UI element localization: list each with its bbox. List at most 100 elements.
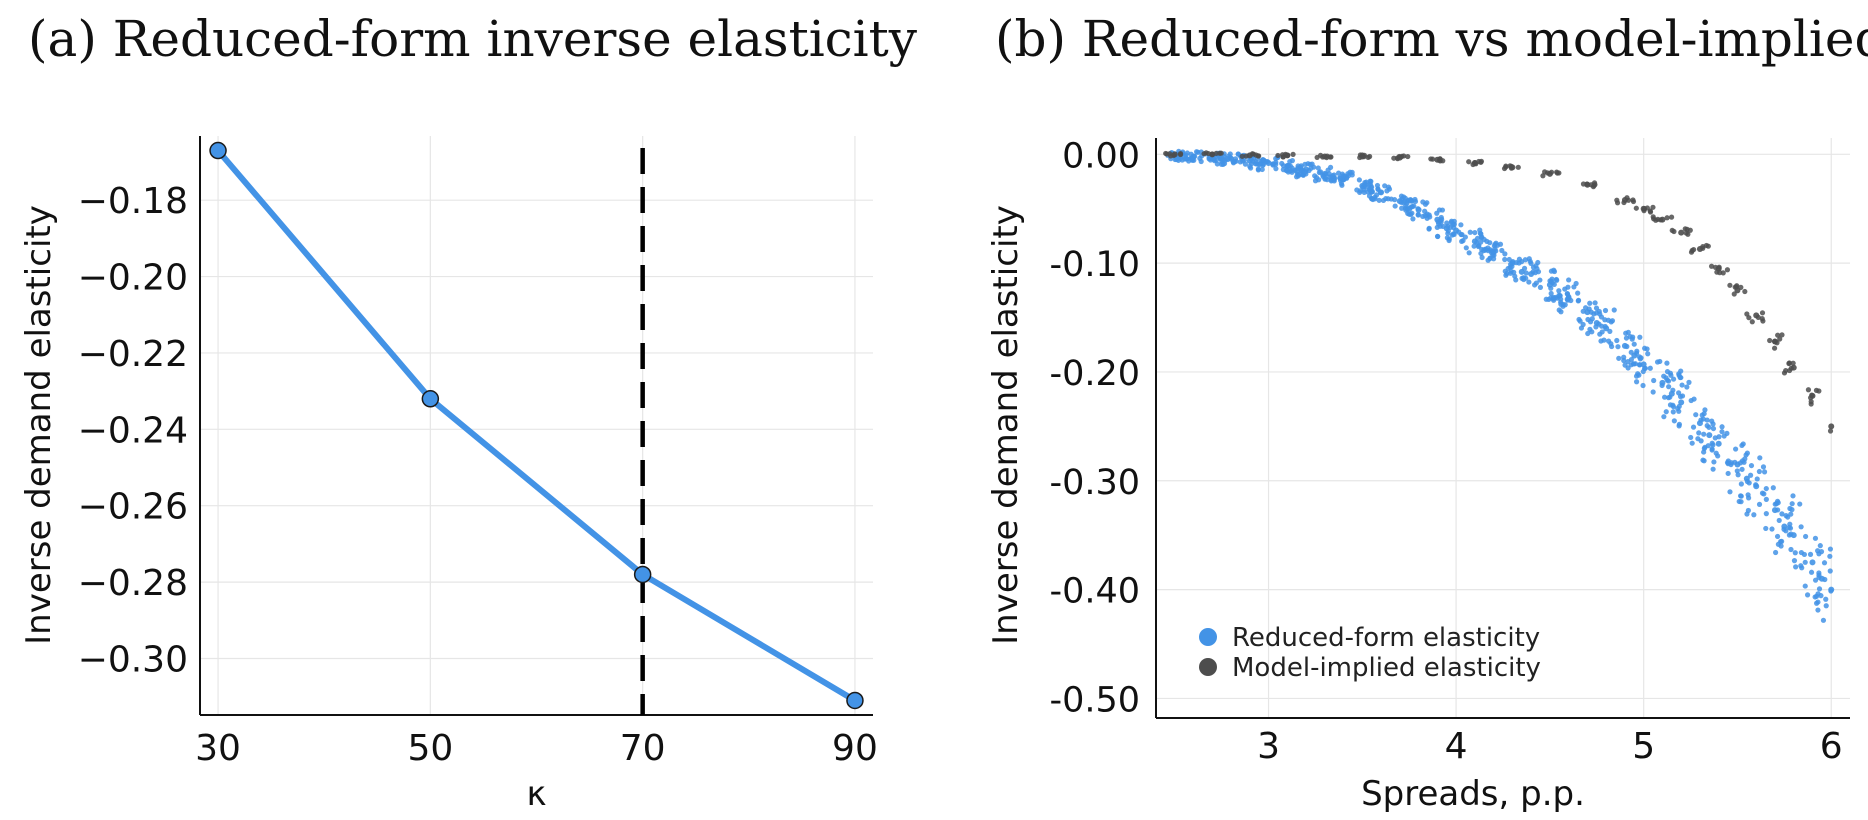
scatter-point	[1289, 167, 1295, 174]
scatter-point	[1774, 498, 1781, 504]
scatter-point	[1508, 163, 1515, 169]
scatter-point	[1356, 177, 1362, 183]
scatter-point	[1459, 231, 1465, 238]
y-tick-label: -0.20	[1049, 354, 1140, 394]
scatter-point	[1407, 196, 1414, 203]
scatter-point	[1585, 316, 1591, 323]
scatter-point	[1466, 159, 1472, 165]
scatter-point	[1592, 300, 1598, 306]
scatter-point	[1708, 263, 1715, 269]
scatter-point	[1738, 284, 1744, 290]
scatter-point	[1474, 235, 1481, 241]
scatter-point	[1719, 424, 1725, 430]
scatter-point	[1317, 169, 1324, 175]
scatter-point	[1771, 345, 1778, 351]
scatter-point	[1710, 466, 1716, 472]
y-tick-label: -0.10	[1049, 245, 1140, 285]
scatter-point	[1324, 154, 1330, 161]
scatter-point	[1738, 499, 1744, 505]
scatter-point	[1260, 157, 1266, 163]
scatter-point	[1589, 316, 1595, 322]
scatter-point	[1785, 514, 1791, 520]
scatter-point	[1637, 356, 1643, 362]
scatter-point	[1330, 173, 1336, 179]
scatter-point	[1761, 469, 1768, 475]
scatter-point	[1665, 378, 1672, 384]
scatter-point	[1412, 196, 1418, 203]
scatter-point	[1213, 150, 1219, 157]
y-tick-label: −0.24	[78, 410, 188, 451]
scatter-point	[1753, 482, 1759, 488]
scatter-point	[1706, 432, 1713, 439]
scatter-point	[1361, 189, 1367, 195]
scatter-point	[1410, 216, 1416, 222]
scatter-point	[1551, 268, 1558, 275]
scatter-point	[1761, 491, 1767, 497]
scatter-point	[1588, 182, 1594, 188]
scatter-point	[1631, 341, 1637, 347]
scatter-point	[1362, 182, 1368, 188]
scatter-point	[1383, 195, 1389, 202]
scatter-point	[1634, 348, 1640, 354]
scatter-point	[1366, 193, 1373, 199]
scatter-point	[1548, 285, 1554, 291]
scatter-point	[1751, 512, 1757, 518]
scatter-point	[1792, 550, 1798, 556]
legend-label: Reduced-form elasticity	[1232, 623, 1540, 653]
scatter-point	[1214, 161, 1220, 167]
scatter-point	[1349, 169, 1355, 175]
scatter-point	[1724, 267, 1731, 273]
scatter-point	[1298, 167, 1304, 174]
y-axis-label: Inverse demand elasticity	[986, 205, 1026, 645]
scatter-point	[1324, 177, 1330, 183]
scatter-point	[1174, 156, 1180, 163]
scatter-point	[1740, 441, 1746, 447]
scatter-point	[1171, 152, 1177, 159]
scatter-point	[1527, 258, 1533, 265]
scatter-point	[1479, 254, 1485, 261]
scatter-point	[1742, 456, 1748, 462]
scatter-point	[1621, 357, 1627, 364]
scatter-point	[1817, 543, 1823, 549]
x-tick-label: 6	[1820, 726, 1843, 767]
scatter-point	[1275, 152, 1281, 159]
y-tick-label: -0.30	[1049, 463, 1140, 503]
scatter-point	[1712, 264, 1719, 270]
scatter-point	[1828, 588, 1834, 594]
scatter-point	[1439, 207, 1446, 213]
scatter-point	[1575, 298, 1581, 304]
scatter-point	[1338, 181, 1345, 187]
scatter-point	[1650, 389, 1656, 395]
scatter-point	[1259, 166, 1265, 173]
scatter-point	[1802, 559, 1808, 565]
scatter-point	[1823, 596, 1829, 602]
scatter-point	[1715, 440, 1722, 447]
scatter-point	[1282, 151, 1289, 157]
scatter-point	[1298, 163, 1304, 169]
scatter-point	[1384, 188, 1390, 194]
scatter-point	[1809, 559, 1816, 566]
scatter-point	[1575, 290, 1581, 296]
scatter-point	[1487, 240, 1493, 246]
scatter-point	[1710, 442, 1716, 448]
scatter-point	[1586, 306, 1592, 312]
scatter-point	[1720, 270, 1726, 276]
scatter-point	[1662, 394, 1668, 400]
scatter-point	[1520, 275, 1527, 281]
scatter-point	[1668, 372, 1674, 378]
scatter-point	[1606, 338, 1612, 344]
scatter-point	[1710, 425, 1717, 432]
scatter-point	[1279, 160, 1285, 167]
y-axis-label: Inverse demand elasticity	[19, 205, 59, 645]
scatter-point	[1827, 546, 1834, 552]
scatter-point	[1315, 165, 1321, 171]
scatter-point	[1331, 178, 1337, 184]
scatter-point	[1548, 169, 1555, 175]
scatter-point	[1521, 265, 1528, 271]
scatter-point	[1592, 182, 1598, 188]
scatter-point	[1560, 301, 1566, 308]
scatter-point	[1774, 533, 1781, 540]
scatter-point	[1392, 203, 1398, 209]
scatter-point	[1424, 200, 1430, 206]
